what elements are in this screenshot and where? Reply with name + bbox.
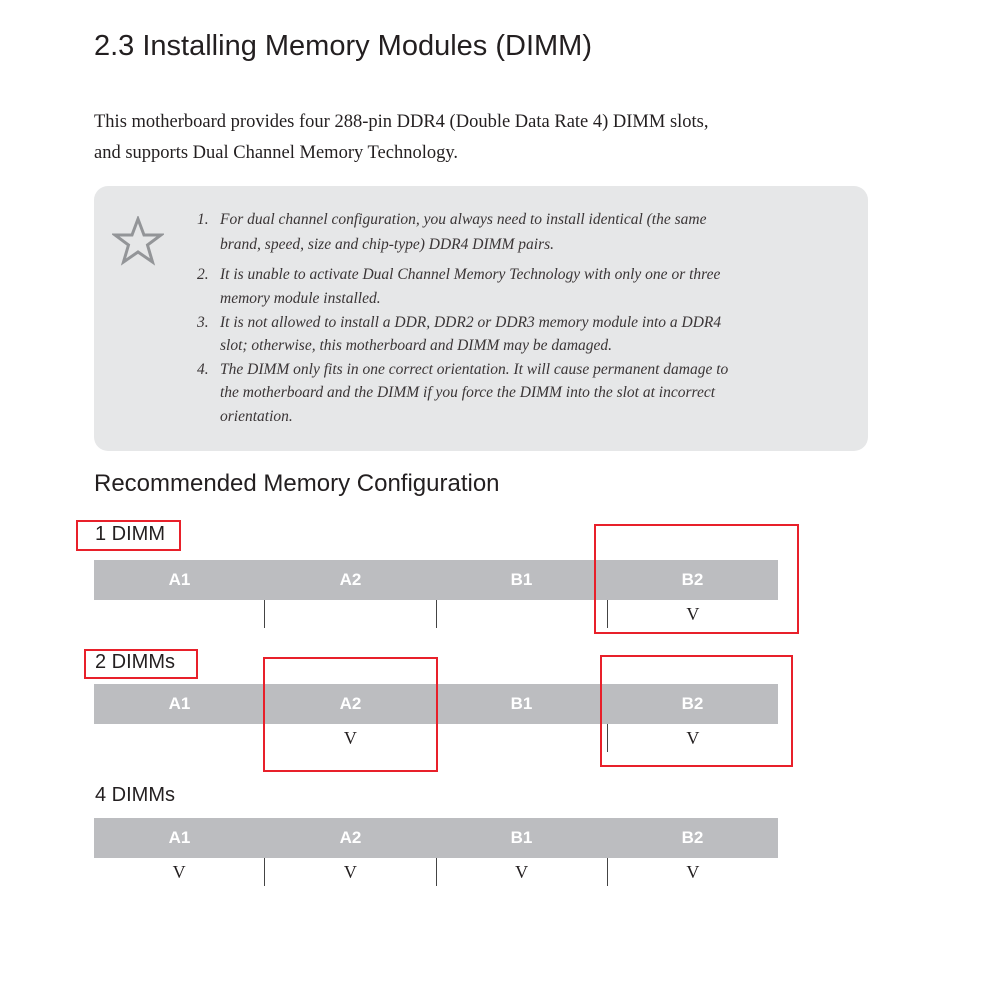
config-heading: Recommended Memory Configuration [94, 470, 500, 497]
note-num-3: 3. [197, 314, 209, 331]
cell [435, 724, 607, 752]
note-item-3-line-2: slot; otherwise, this motherboard and DI… [220, 337, 613, 354]
table-label-1-dimm: 1 DIMM [95, 523, 165, 545]
note-num-1: 1. [197, 211, 209, 228]
table-label-4-dimms: 4 DIMMs [95, 784, 175, 806]
note-box [94, 186, 868, 451]
cell: V [606, 724, 778, 752]
cell [94, 724, 264, 752]
slot-header: B2 [681, 694, 704, 713]
note-num-2: 2. [197, 266, 209, 283]
note-item-2-line-1: It is unable to activate Dual Channel Me… [220, 266, 721, 283]
slot-header: A1 [168, 570, 191, 589]
slot-header: B2 [681, 570, 704, 589]
slot-header: A1 [168, 694, 191, 713]
cell [94, 600, 264, 628]
section-title: 2.3 Installing Memory Modules (DIMM) [94, 30, 592, 62]
highlight-box [263, 657, 438, 772]
note-item-4-line-1: The DIMM only fits in one correct orient… [220, 361, 729, 378]
cell: V [606, 858, 778, 886]
highlight-box [600, 655, 793, 767]
cell [435, 600, 607, 628]
cell [264, 600, 435, 628]
note-item-1-line-2: brand, speed, size and chip-type) DDR4 D… [220, 236, 555, 253]
cell: V [172, 862, 186, 882]
highlight-box [594, 524, 799, 634]
slot-header-row: A1 A2 B1 B2 [94, 818, 778, 858]
slot-header: B2 [681, 828, 704, 847]
slot-header-row: A1 A2 B1 B2 [94, 560, 778, 600]
star-icon [112, 216, 164, 266]
slot-header: B1 [510, 828, 533, 847]
slot-header: A1 [168, 828, 191, 847]
intro-line-1: This motherboard provides four 288-pin D… [94, 112, 709, 132]
slot-header: B1 [510, 694, 533, 713]
note-item-2-line-2: memory module installed. [220, 290, 381, 307]
note-num-4: 4. [197, 361, 209, 378]
cell: V [264, 858, 435, 886]
highlight-box [76, 520, 181, 551]
note-item-4-line-3: orientation. [220, 408, 293, 425]
cell: V [435, 858, 607, 886]
slot-header: A2 [339, 694, 362, 713]
slot-header: B1 [510, 570, 533, 589]
note-item-4-line-2: the motherboard and the DIMM if you forc… [220, 384, 716, 401]
slot-header: A2 [339, 828, 362, 847]
table-label-2-dimms: 2 DIMMs [95, 651, 175, 673]
highlight-box [84, 649, 198, 679]
note-item-3-line-1: It is not allowed to install a DDR, DDR2… [220, 314, 722, 331]
slot-header: A2 [339, 570, 362, 589]
note-item-1-line-1: For dual channel configuration, you alwa… [220, 211, 707, 228]
cell: V [606, 600, 778, 628]
table-row: V [94, 600, 778, 628]
intro-line-2: and supports Dual Channel Memory Technol… [94, 143, 459, 163]
